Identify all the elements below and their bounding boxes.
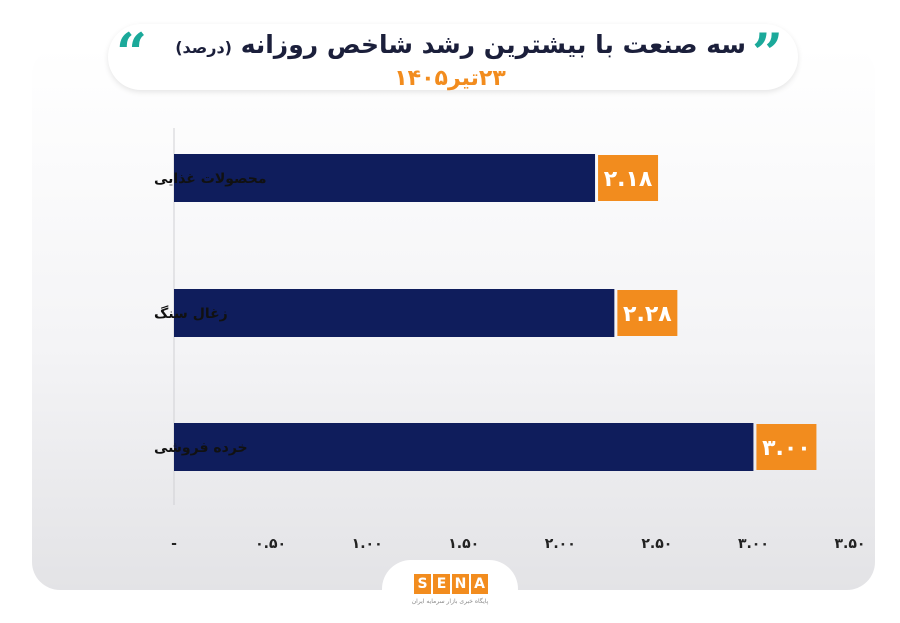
x-tick-label-5: ۲.۵۰ (641, 536, 672, 552)
value-label-1: ۲.۲۸ (623, 302, 672, 327)
logo-letter-a: A (471, 574, 488, 594)
logo-badge (382, 560, 518, 618)
title-banner (108, 24, 798, 90)
category-label-2: خرده فروشی (154, 440, 248, 456)
logo-letter-e: E (433, 574, 450, 594)
x-tick-label-2: ۱.۰۰ (352, 536, 383, 552)
value-label-bg-2 (756, 424, 817, 470)
logo-letter-s: S (414, 574, 431, 594)
bar-1 (174, 289, 615, 337)
chart-title: سه صنعت با بیشترین رشد شاخص روزانه (درصد… (175, 30, 746, 59)
x-tick-label-1: ۰.۵۰ (255, 536, 286, 552)
logo-letter-n: N (452, 574, 469, 594)
x-tick-label-0: - (171, 536, 177, 552)
x-tick-label-6: ۳.۰۰ (738, 536, 769, 552)
value-label-0: ۲.۱۸ (604, 167, 653, 192)
x-tick-label-7: ۳.۵۰ (835, 536, 866, 552)
category-label-0: محصولات غذایی (154, 171, 267, 187)
value-label-2: ۳.۰۰ (762, 436, 811, 461)
bar-0 (174, 154, 596, 202)
category-label-1: زغال سنگ (154, 305, 228, 322)
value-label-bg-0 (598, 155, 659, 201)
chart-title-unit: (درصد) (175, 38, 232, 57)
quote-left-icon: “ (116, 21, 148, 85)
quote-right-icon: ” (752, 21, 784, 85)
x-tick-label-4: ۲.۰۰ (545, 536, 576, 552)
sena-logo: S E N A (414, 574, 488, 594)
bar-2 (174, 423, 754, 471)
chart-title-text: سه صنعت با بیشترین رشد شاخص روزانه (240, 30, 746, 59)
logo-caption: پایگاه خبری بازار سرمایه ایران (411, 598, 489, 605)
value-label-bg-1 (617, 290, 678, 336)
x-tick-label-3: ۱.۵۰ (448, 536, 479, 552)
chart-subtitle: ۲۳تیر۱۴۰۵ (394, 66, 506, 91)
